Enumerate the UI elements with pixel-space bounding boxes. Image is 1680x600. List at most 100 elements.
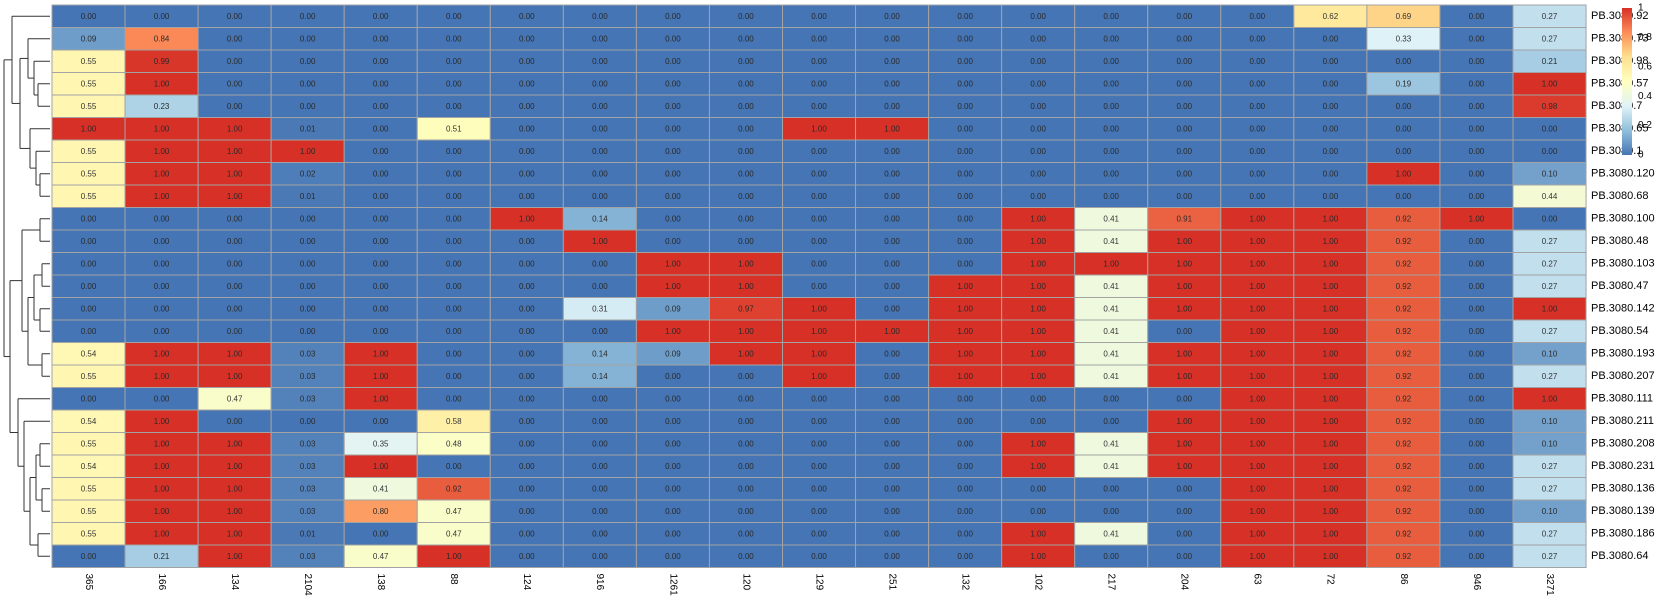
cell-value-label: 0.00 bbox=[519, 147, 535, 156]
cell-value-label: 0.00 bbox=[665, 169, 681, 178]
cell-value-label: 0.00 bbox=[1323, 34, 1339, 43]
row-label: PB.3080.136 bbox=[1591, 483, 1655, 495]
cell-value-label: 1.00 bbox=[1323, 304, 1339, 313]
cell-value-label: 1.00 bbox=[738, 349, 754, 358]
cell-value-label: 0.00 bbox=[373, 79, 389, 88]
cell-value-label: 0.92 bbox=[1396, 372, 1412, 381]
cell-value-label: 1.00 bbox=[1250, 439, 1266, 448]
cell-value-label: 0.00 bbox=[811, 34, 827, 43]
cell-value-label: 0.92 bbox=[1396, 237, 1412, 246]
cell-value-label: 0.00 bbox=[1250, 192, 1266, 201]
cell-value-label: 1.00 bbox=[1176, 282, 1192, 291]
cell-value-label: 0.00 bbox=[811, 462, 827, 471]
legend-tick-label: 0.6 bbox=[1638, 61, 1652, 72]
cell-value-label: 0.00 bbox=[373, 57, 389, 66]
cell-value-label: 0.00 bbox=[811, 529, 827, 538]
cell-value-label: 0.00 bbox=[1176, 529, 1192, 538]
row-dendrogram bbox=[3, 15, 50, 557]
cell-value-label: 1.00 bbox=[811, 349, 827, 358]
cell-value-label: 0.27 bbox=[1542, 372, 1558, 381]
cell-value-label: 0.00 bbox=[1323, 79, 1339, 88]
column-label: 365 bbox=[83, 574, 94, 591]
cell-value-label: 0.00 bbox=[300, 214, 316, 223]
column-label: 2104 bbox=[302, 574, 313, 597]
cell-value-label: 0.00 bbox=[519, 507, 535, 516]
column-label: 204 bbox=[1179, 574, 1190, 591]
cell-value-label: 0.00 bbox=[1542, 124, 1558, 133]
cell-value-label: 0.00 bbox=[1103, 484, 1119, 493]
cell-value-label: 0.00 bbox=[1250, 34, 1266, 43]
cell-value-label: 1.00 bbox=[373, 372, 389, 381]
cell-value-label: 0.00 bbox=[519, 529, 535, 538]
row-label: PB.3080.211 bbox=[1591, 415, 1654, 427]
cell-value-label: 0.00 bbox=[1176, 102, 1192, 111]
cell-value-label: 1.00 bbox=[154, 529, 170, 538]
cell-value-label: 0.27 bbox=[1542, 237, 1558, 246]
cell-value-label: 1.00 bbox=[154, 192, 170, 201]
cell-value-label: 0.00 bbox=[1469, 237, 1485, 246]
cell-value-label: 0.00 bbox=[519, 552, 535, 561]
cell-value-label: 0.00 bbox=[373, 147, 389, 156]
column-label: 132 bbox=[959, 574, 970, 591]
cell-value-label: 0.00 bbox=[446, 349, 462, 358]
column-label: 166 bbox=[156, 574, 167, 591]
column-label: 1261 bbox=[667, 574, 678, 597]
cell-value-label: 1.00 bbox=[1176, 372, 1192, 381]
cell-value-label: 0.00 bbox=[373, 529, 389, 538]
row-label: PB.3080.231 bbox=[1591, 460, 1655, 472]
cell-value-label: 0.00 bbox=[1030, 57, 1046, 66]
cell-value-label: 0.00 bbox=[884, 552, 900, 561]
column-label: 916 bbox=[594, 574, 605, 591]
cell-value-label: 0.00 bbox=[957, 34, 973, 43]
cell-value-label: 1.00 bbox=[957, 372, 973, 381]
cell-value-label: 0.00 bbox=[300, 259, 316, 268]
cell-value-label: 0.03 bbox=[300, 394, 316, 403]
cell-value-label: 0.27 bbox=[1542, 327, 1558, 336]
cell-value-label: 0.00 bbox=[227, 417, 243, 426]
cell-value-label: 0.00 bbox=[592, 327, 608, 336]
cell-value-label: 0.00 bbox=[811, 282, 827, 291]
cell-value-label: 0.00 bbox=[592, 282, 608, 291]
cell-value-label: 1.00 bbox=[811, 124, 827, 133]
cell-value-label: 0.00 bbox=[446, 462, 462, 471]
cell-value-label: 0.00 bbox=[592, 147, 608, 156]
cell-value-label: 0.41 bbox=[1103, 349, 1119, 358]
cell-value-label: 0.00 bbox=[884, 192, 900, 201]
cell-value-label: 0.03 bbox=[300, 439, 316, 448]
cell-value-label: 0.00 bbox=[1469, 169, 1485, 178]
cell-value-label: 0.00 bbox=[957, 12, 973, 21]
cell-value-label: 1.00 bbox=[154, 462, 170, 471]
cell-value-label: 1.00 bbox=[1250, 237, 1266, 246]
cell-value-label: 1.00 bbox=[1250, 304, 1266, 313]
cell-value-label: 0.00 bbox=[738, 552, 754, 561]
cell-value-label: 0.00 bbox=[811, 12, 827, 21]
cell-value-label: 0.00 bbox=[300, 417, 316, 426]
cell-value-label: 1.00 bbox=[1323, 372, 1339, 381]
cell-value-label: 1.00 bbox=[81, 124, 97, 133]
cell-value-label: 0.00 bbox=[1176, 147, 1192, 156]
cell-value-label: 1.00 bbox=[1030, 439, 1046, 448]
cell-value-label: 1.00 bbox=[1176, 259, 1192, 268]
cell-value-label: 1.00 bbox=[1030, 327, 1046, 336]
cell-value-label: 0.00 bbox=[154, 12, 170, 21]
cell-value-label: 0.00 bbox=[665, 12, 681, 21]
cell-value-label: 0.00 bbox=[957, 79, 973, 88]
cell-value-label: 0.00 bbox=[1469, 147, 1485, 156]
cell-value-label: 0.00 bbox=[738, 12, 754, 21]
cell-value-label: 1.00 bbox=[446, 552, 462, 561]
cell-value-label: 0.00 bbox=[373, 327, 389, 336]
cell-value-label: 0.00 bbox=[957, 462, 973, 471]
cell-value-label: 0.00 bbox=[592, 507, 608, 516]
row-label: PB.3080.193 bbox=[1591, 348, 1655, 360]
cell-value-label: 0.00 bbox=[519, 394, 535, 403]
cell-value-label: 1.00 bbox=[1250, 394, 1266, 403]
cell-value-label: 1.00 bbox=[957, 349, 973, 358]
cell-value-label: 0.00 bbox=[957, 214, 973, 223]
cell-value-label: 0.00 bbox=[154, 237, 170, 246]
cell-value-label: 0.92 bbox=[1396, 529, 1412, 538]
cell-value-label: 1.00 bbox=[957, 282, 973, 291]
cell-value-label: 1.00 bbox=[1103, 259, 1119, 268]
cell-value-label: 0.00 bbox=[665, 417, 681, 426]
cell-value-label: 0.00 bbox=[227, 237, 243, 246]
